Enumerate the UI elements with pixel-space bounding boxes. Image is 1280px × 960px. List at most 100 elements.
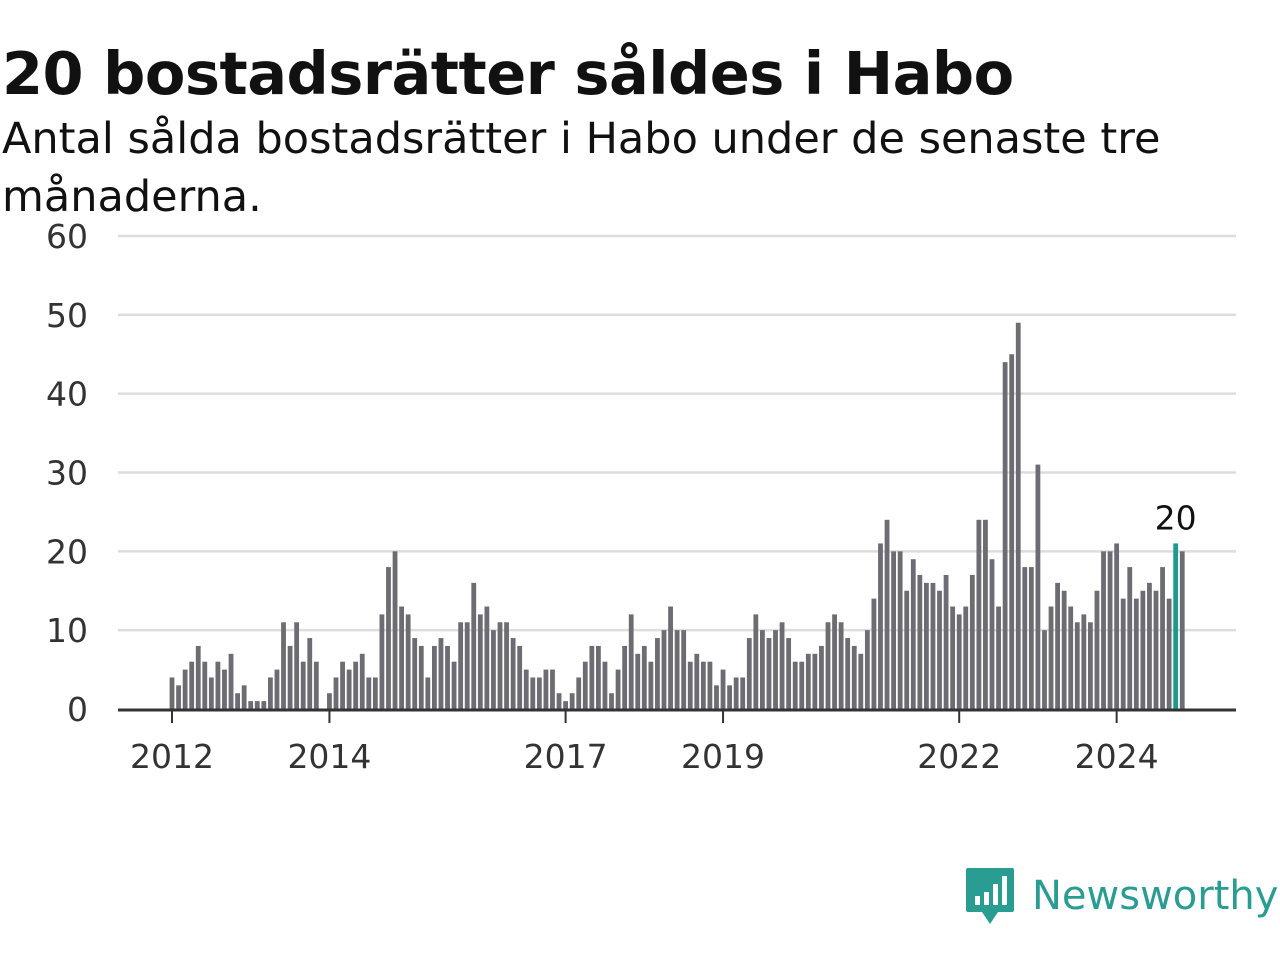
x-tick-label: 2024 (1075, 737, 1159, 776)
bar (287, 645, 293, 709)
bars (169, 322, 1185, 709)
bar (313, 661, 319, 709)
bar (195, 645, 201, 709)
bar (536, 677, 542, 709)
bar (379, 614, 385, 709)
chart-title: 20 bostadsrätter såldes i Habo (2, 39, 1014, 108)
bar (825, 622, 831, 709)
bar (569, 693, 575, 709)
bar (1140, 590, 1146, 709)
bar (668, 606, 673, 709)
x-tick-label: 2019 (681, 737, 765, 776)
bar (733, 677, 739, 709)
bar (215, 661, 221, 709)
bar (674, 630, 680, 709)
bar (615, 669, 621, 709)
bar (491, 630, 496, 709)
bar (1009, 354, 1015, 709)
bar (1022, 567, 1028, 709)
bar (1094, 590, 1100, 709)
bar (208, 677, 214, 709)
x-tick-label: 2017 (524, 737, 608, 776)
bar (851, 645, 857, 709)
bar (543, 669, 549, 709)
bar-highlight (1173, 543, 1179, 709)
bar (432, 645, 437, 709)
bar (1042, 630, 1047, 709)
bar (405, 614, 411, 709)
bar (694, 653, 700, 709)
bar (1160, 567, 1165, 709)
bar (202, 661, 208, 709)
bar (425, 677, 431, 709)
y-tick-label: 60 (46, 217, 88, 256)
bar (1055, 582, 1060, 709)
bar (477, 614, 483, 709)
bar (497, 622, 503, 709)
bar (661, 630, 667, 709)
bar (228, 653, 234, 709)
bar (924, 582, 929, 709)
bar (1061, 590, 1067, 709)
bar (176, 685, 181, 709)
bar (864, 630, 870, 709)
bar (307, 638, 313, 709)
bar (189, 661, 195, 709)
bar (333, 677, 339, 709)
bar (1179, 551, 1185, 709)
bar (1127, 567, 1133, 709)
bar (1153, 590, 1159, 709)
bar (582, 661, 588, 709)
bar (530, 677, 536, 709)
bar (878, 543, 883, 709)
bar (1107, 551, 1113, 709)
bar (641, 645, 647, 709)
bar (1035, 464, 1041, 709)
bar (996, 606, 1001, 709)
bar (904, 590, 910, 709)
bar (300, 661, 306, 709)
bar (1088, 622, 1093, 709)
bar (366, 677, 372, 709)
bar (917, 574, 923, 709)
bar (254, 701, 260, 709)
x-tick-label: 2014 (287, 737, 371, 776)
bar (884, 519, 890, 709)
y-tick-label: 10 (46, 611, 88, 650)
bar (930, 582, 936, 709)
bar (274, 669, 280, 709)
bar (910, 559, 916, 709)
bar (792, 661, 798, 709)
bar (871, 598, 877, 709)
bar (445, 645, 450, 709)
bar (261, 701, 267, 709)
bar (1002, 362, 1008, 709)
bar (845, 638, 851, 709)
bar (281, 622, 286, 709)
bar (609, 693, 614, 709)
bar (956, 614, 962, 709)
bar (700, 661, 706, 709)
bar (969, 574, 975, 709)
bar (386, 567, 391, 709)
bar (819, 645, 824, 709)
y-tick-label: 50 (46, 296, 88, 335)
bar (359, 653, 365, 709)
bar (989, 559, 995, 709)
bar (1120, 598, 1126, 709)
bar (714, 685, 719, 709)
bar (1147, 582, 1152, 709)
bar (727, 685, 732, 709)
bar (353, 661, 359, 709)
bar (779, 622, 785, 709)
bar (471, 582, 477, 709)
bar (169, 677, 175, 709)
bar (327, 693, 332, 709)
bar (832, 614, 837, 709)
bar (392, 551, 398, 709)
bar (687, 661, 693, 709)
bar (773, 630, 778, 709)
bar (458, 622, 464, 709)
y-tick-label: 30 (46, 454, 88, 493)
